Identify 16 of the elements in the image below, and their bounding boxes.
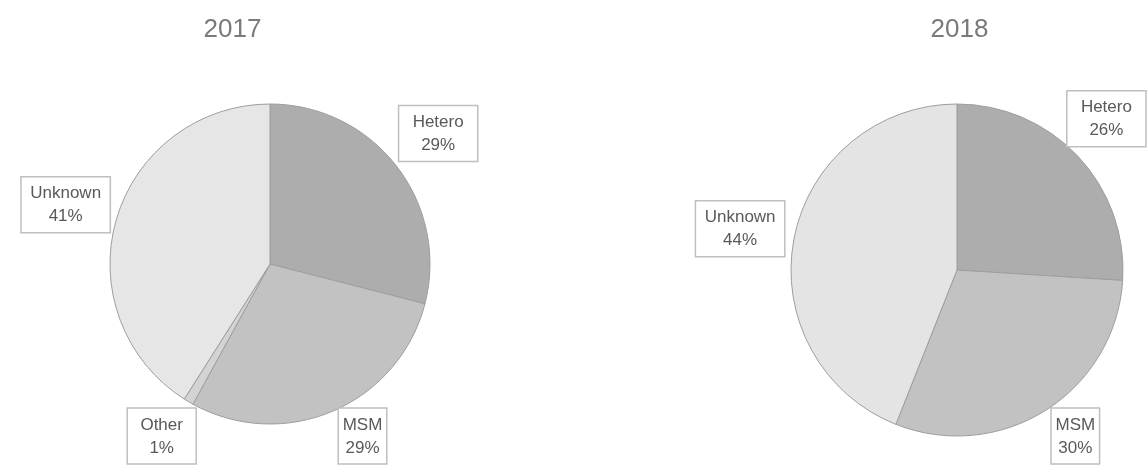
data-label: 44% <box>723 230 758 250</box>
data-label: 26% <box>1089 120 1124 140</box>
slice-label: Hetero <box>412 112 464 132</box>
data-label: 41% <box>48 206 83 226</box>
slice-label: Hetero <box>1080 97 1132 117</box>
slice-label: MSM <box>1055 414 1096 434</box>
slice-label: Other <box>140 414 184 434</box>
data-label: 29% <box>345 437 380 457</box>
chart-title: 2018 <box>930 13 989 43</box>
slice-label: Unknown <box>704 207 776 227</box>
data-label: 29% <box>421 135 456 155</box>
chart-title: 2017 <box>203 13 262 43</box>
data-label: 1% <box>149 437 174 457</box>
slice-label: Unknown <box>30 183 102 203</box>
slice-label: MSM <box>342 414 383 434</box>
data-label: 30% <box>1058 437 1093 457</box>
